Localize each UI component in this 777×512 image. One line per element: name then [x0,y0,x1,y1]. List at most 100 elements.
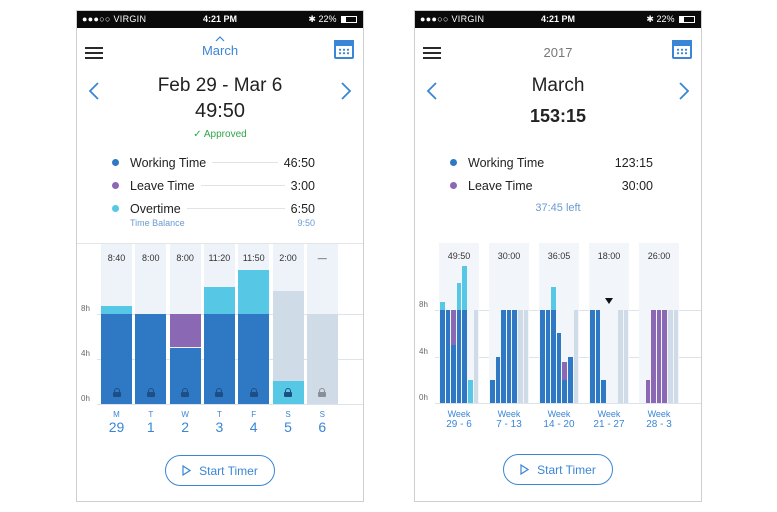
month-title: March [531,75,585,96]
leave-bar [562,362,567,380]
bluetooth-icon: ✱ [646,14,654,24]
calendar-icon[interactable] [334,40,354,59]
day-number: 2 [181,419,189,435]
working-dot-icon [450,159,457,166]
approved-status-badge: ✓ Approved [193,129,247,140]
current-week-marker-icon [605,298,613,304]
day-number: 3 [215,419,224,435]
working-bar [540,310,545,403]
week-label[interactable]: Week 28 - 3 [634,409,684,430]
legend-label: Working Time [468,155,545,170]
next-month-arrow-icon[interactable] [678,81,690,101]
week-range: 21 - 27 [593,419,625,430]
week-label[interactable]: Week 29 - 6 [434,409,484,430]
chevron-up-icon [215,36,225,42]
day-letter: F [251,410,257,419]
week-total-label: 18:00 [597,251,621,261]
y-tick-label: 0h [419,393,428,402]
week-range: 28 - 3 [646,419,672,430]
legend-row-working: Working Time 123:15 [450,151,653,174]
gridline [97,404,363,405]
hamburger-menu-icon[interactable] [423,47,441,59]
total-hours: 49:50 [194,100,246,122]
legend-value: 3:00 [290,178,315,193]
day-total-label: — [317,253,327,263]
lock-icon [112,388,121,397]
time-left-label: 37:45 left [535,202,581,214]
overtime-bar [462,265,467,311]
lock-icon [249,388,258,397]
next-week-arrow-icon[interactable] [340,81,352,101]
carrier-label: ●●●○○ VIRGIN [420,14,485,24]
time-balance-row: Time Balance 9:50 [130,218,315,228]
day-total-label: 11:20 [208,253,231,263]
working-bar [545,310,551,403]
y-tick-label: 0h [81,394,90,403]
leave-bar [645,379,651,403]
future-bar [523,310,529,403]
week-label[interactable]: Week 14 - 20 [534,409,584,430]
phone-screen-week: ●●●○○ VIRGIN 4:21 PM ✱ 22% March Feb 29 … [76,10,364,502]
battery-icon [341,16,357,23]
week-title: Week [447,409,471,419]
lock-icon [181,388,190,397]
weekly-hours-chart: 8h 4h 0h 49:50 Week 29 - 6 30:00 Week 7 - 13 36:0… [415,243,701,463]
lock-icon [318,388,327,397]
total-hours: 153:15 [529,106,587,126]
legend-row-leave: Leave Time 30:00 [450,174,653,197]
legend-row-working: Working Time 46:50 [112,151,315,174]
overtime-bar [440,302,445,311]
working-bar [445,310,451,403]
working-bar [590,310,595,403]
y-tick-label: 4h [419,346,428,356]
week-label[interactable]: Week 7 - 13 [484,409,534,430]
calendar-icon[interactable] [672,40,692,59]
start-timer-label: Start Timer [537,462,596,477]
day-letter: W [181,410,189,419]
hamburger-menu-icon[interactable] [85,47,103,59]
future-bar [668,310,673,403]
working-bar [512,310,517,403]
week-title: Week [647,409,671,419]
week-label[interactable]: Week 21 - 27 [584,409,634,430]
previous-month-arrow-icon[interactable] [426,81,438,101]
working-bar [456,310,462,403]
week-title: Week [597,409,621,419]
future-bar [573,310,579,403]
future-bar [473,310,479,403]
time-balance-label: Time Balance [130,218,185,228]
start-timer-button[interactable]: Start Timer [503,454,613,485]
y-tick-label: 8h [419,300,428,310]
working-bar [556,333,562,403]
start-timer-button[interactable]: Start Timer [165,455,275,486]
legend-label: Leave Time [468,178,533,193]
previous-week-arrow-icon[interactable] [88,81,100,101]
play-icon [182,465,192,476]
legend-row-overtime: Overtime 6:50 [112,197,315,220]
day-label[interactable]: M 29 [101,410,132,435]
day-total-label: 8:40 [107,253,126,263]
working-bar [451,345,456,403]
carrier-label: ●●●○○ VIRGIN [82,14,147,24]
year-label[interactable]: 2017 [543,45,573,60]
leave-dot-icon [450,182,457,189]
day-total-label: 2:00 [279,253,297,263]
lock-icon [284,388,292,397]
working-bar [562,379,567,403]
legend-value: 30:00 [621,178,653,193]
working-bar [551,310,556,403]
future-bar [272,291,304,382]
legend-label: Overtime [130,201,181,216]
battery-status: ✱ 22% [646,14,695,25]
week-total-label: 26:00 [647,251,671,261]
battery-percent: 22% [318,14,337,24]
month-switcher[interactable]: March [77,36,363,60]
y-tick-label: 8h [81,303,90,313]
day-total-label: 8:00 [142,253,160,263]
